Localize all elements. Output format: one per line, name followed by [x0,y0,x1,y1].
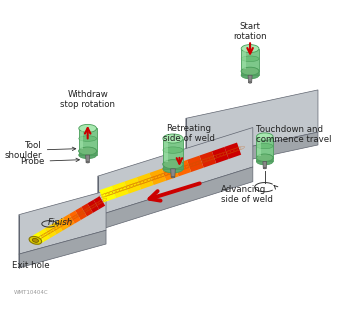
Polygon shape [137,173,153,189]
Polygon shape [80,131,84,149]
Text: Touchdown and
commence travel: Touchdown and commence travel [256,125,331,144]
Polygon shape [112,182,129,198]
Ellipse shape [171,176,175,178]
Text: Tool
shoulder: Tool shoulder [4,141,76,160]
Text: Finish: Finish [48,217,73,226]
Polygon shape [174,160,191,176]
Polygon shape [79,128,97,151]
Polygon shape [256,137,273,158]
Ellipse shape [256,143,273,149]
Polygon shape [19,230,106,268]
Polygon shape [163,164,183,169]
Polygon shape [241,71,259,75]
Ellipse shape [163,147,183,153]
Polygon shape [256,158,273,161]
Ellipse shape [163,134,183,143]
Ellipse shape [256,154,273,161]
Ellipse shape [79,136,97,142]
Polygon shape [171,169,175,177]
Ellipse shape [79,147,97,155]
Polygon shape [57,218,69,231]
Ellipse shape [163,160,183,169]
Ellipse shape [163,160,183,168]
Polygon shape [45,225,57,238]
Polygon shape [242,51,246,69]
Ellipse shape [163,165,183,173]
Ellipse shape [241,44,259,53]
Polygon shape [186,90,318,160]
Polygon shape [99,186,116,202]
Polygon shape [33,232,44,245]
Polygon shape [162,164,179,181]
Ellipse shape [241,67,259,75]
Polygon shape [51,221,62,234]
Text: Advancing
side of weld: Advancing side of weld [221,185,272,204]
Ellipse shape [249,82,252,83]
Polygon shape [75,207,87,220]
Ellipse shape [86,162,89,163]
Ellipse shape [29,236,42,244]
Polygon shape [93,196,105,209]
Ellipse shape [256,154,273,161]
Ellipse shape [79,124,97,132]
Text: Retreating
side of weld: Retreating side of weld [163,124,214,143]
Polygon shape [19,191,106,254]
Polygon shape [241,49,259,71]
Polygon shape [149,169,166,185]
Polygon shape [212,147,229,163]
Polygon shape [86,155,90,162]
Ellipse shape [241,72,259,79]
Polygon shape [263,161,267,168]
Text: Withdraw
stop rotation: Withdraw stop rotation [60,90,115,109]
Polygon shape [164,141,167,162]
Polygon shape [69,211,81,224]
Polygon shape [124,177,141,194]
Text: WMT10404C: WMT10404C [14,290,49,295]
Ellipse shape [256,158,273,165]
Ellipse shape [79,147,97,155]
Polygon shape [163,138,183,164]
Polygon shape [224,142,241,159]
Ellipse shape [256,133,273,140]
Polygon shape [81,203,93,216]
Text: Probe: Probe [20,157,79,166]
Text: Start
rotation: Start rotation [233,22,267,41]
Ellipse shape [32,239,39,242]
Ellipse shape [79,151,97,159]
Polygon shape [98,128,253,216]
Polygon shape [39,229,50,242]
Ellipse shape [241,67,259,75]
Polygon shape [63,214,75,227]
Polygon shape [248,75,252,82]
Polygon shape [257,139,261,156]
Polygon shape [87,200,99,213]
Ellipse shape [263,168,266,169]
Polygon shape [187,156,204,172]
Polygon shape [186,132,318,174]
Ellipse shape [241,56,259,62]
Text: Exit hole: Exit hole [13,261,50,270]
Polygon shape [199,151,216,168]
Polygon shape [79,151,97,155]
Polygon shape [98,167,253,230]
